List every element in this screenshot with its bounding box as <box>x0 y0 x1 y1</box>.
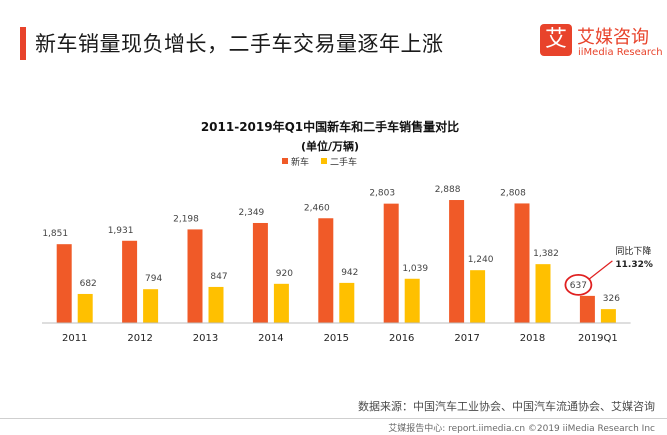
tick-label-2015: 2015 <box>324 333 349 344</box>
value-label-0-2012: 1,931 <box>108 226 134 236</box>
headline: 新车销量现负增长，二手车交易量逐年上涨 <box>35 32 444 56</box>
bar-0-2011 <box>56 244 72 323</box>
chart-annotation: 同比下降 11.32% <box>564 245 653 296</box>
footer-divider <box>0 418 667 419</box>
value-label-1-2019Q1: 326 <box>603 294 620 304</box>
header: 新车销量现负增长，二手车交易量逐年上涨 艾 艾媒咨询 iiMedia Resea… <box>0 0 667 70</box>
bar-0-2018 <box>514 203 530 323</box>
logo-mark-icon: 艾 <box>540 24 572 56</box>
bar-0-2019Q1 <box>579 295 595 323</box>
value-label-0-2014: 2,349 <box>239 208 265 218</box>
value-label-0-2011: 1,851 <box>42 229 68 239</box>
bar-chart: 2011-2019年Q1中国新车和二手车销售量对比 (单位/万辆) 新车 二手车 … <box>42 119 653 344</box>
data-source: 数据来源：中国汽车工业协会、中国汽车流通协会、艾媒咨询 <box>358 400 655 413</box>
value-label-1-2018: 1,382 <box>533 249 559 259</box>
legend-label-0: 新车 <box>291 156 309 168</box>
bar-1-2017 <box>470 270 486 323</box>
value-label-0-2016: 2,803 <box>369 189 395 199</box>
annotation-line1: 同比下降 <box>615 245 651 257</box>
bars-group: 1,851 682 1,931 794 2,198 847 2,349 920 2,460 942… <box>42 185 620 323</box>
tick-label-2018: 2018 <box>520 333 545 344</box>
bar-0-2015 <box>318 218 334 323</box>
bar-1-2019Q1 <box>600 309 616 323</box>
iimedia-logo[interactable]: 艾 艾媒咨询 iiMedia Research <box>540 22 663 66</box>
chart-subtitle: (单位/万辆) <box>301 139 359 153</box>
bar-1-2018 <box>535 264 551 323</box>
bar-0-2012 <box>122 240 138 323</box>
tick-label-2011: 2011 <box>62 333 87 344</box>
tick-label-2012: 2012 <box>127 333 152 344</box>
value-label-0-2013: 2,198 <box>173 214 199 224</box>
tick-label-2017: 2017 <box>454 333 479 344</box>
legend-swatch-0 <box>282 158 288 164</box>
footer-copyright[interactable]: 艾媒报告中心: report.iimedia.cn ©2019 iiMedia … <box>388 424 655 434</box>
bar-0-2017 <box>449 200 465 323</box>
bar-1-2015 <box>339 282 355 323</box>
tick-label-2013: 2013 <box>193 333 218 344</box>
value-label-0-2015: 2,460 <box>304 203 330 213</box>
tick-label-2016: 2016 <box>389 333 414 344</box>
chart-title: 2011-2019年Q1中国新车和二手车销售量对比 <box>201 119 459 134</box>
logo-name-cn: 艾媒咨询 <box>577 27 649 48</box>
value-label-1-2014: 920 <box>276 269 293 279</box>
logo-name-en: iiMedia Research <box>578 47 663 58</box>
value-label-1-2016: 1,039 <box>402 264 428 274</box>
legend-label-1: 二手车 <box>330 156 357 168</box>
bar-1-2013 <box>208 286 224 323</box>
tick-label-2014: 2014 <box>258 333 283 344</box>
value-label-1-2017: 1,240 <box>468 255 494 265</box>
chart-legend: 新车 二手车 <box>282 156 357 168</box>
annotation-line2: 11.32% <box>615 260 653 270</box>
value-label-0-2019Q1: 637 <box>570 281 587 291</box>
annotation-arrow <box>589 260 613 280</box>
accent-bar <box>20 27 26 60</box>
bar-0-2014 <box>252 222 268 323</box>
bar-1-2016 <box>404 278 420 323</box>
highlight-circle <box>564 273 593 296</box>
value-label-0-2017: 2,888 <box>435 185 461 195</box>
bar-1-2011 <box>77 293 93 323</box>
bar-0-2016 <box>383 203 399 323</box>
x-axis-ticks: 2011 2012 2013 2014 2015 2016 2017 2018 2019Q1 <box>62 333 618 344</box>
bar-1-2012 <box>143 289 159 323</box>
bar-1-2014 <box>273 283 289 323</box>
value-label-0-2018: 2,808 <box>500 188 526 198</box>
value-label-1-2012: 794 <box>145 274 162 284</box>
legend-swatch-1 <box>321 158 327 164</box>
bar-0-2013 <box>187 229 203 323</box>
value-label-1-2013: 847 <box>210 272 227 282</box>
value-label-1-2011: 682 <box>80 279 97 289</box>
value-label-1-2015: 942 <box>341 268 358 278</box>
tick-label-2019Q1: 2019Q1 <box>578 333 618 344</box>
